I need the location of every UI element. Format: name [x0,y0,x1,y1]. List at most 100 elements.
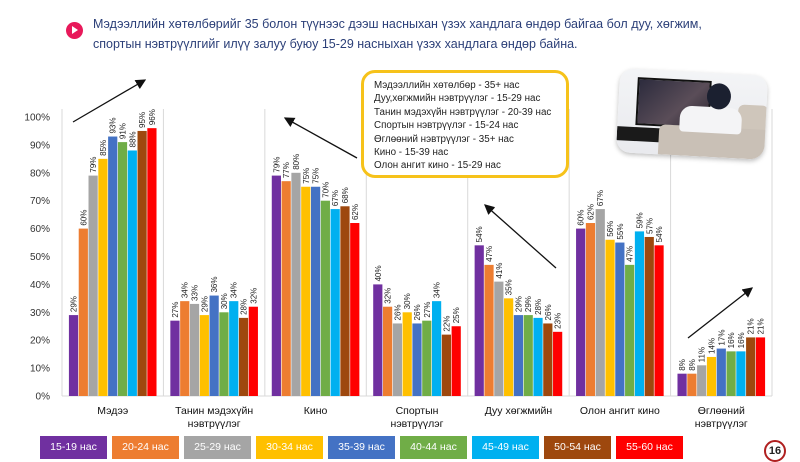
bar [320,200,330,396]
bar [199,315,209,396]
bar [189,303,200,396]
annotation-line: Танин мэдэхүйн нэвтрүүлэг - 20-39 нас [374,106,552,118]
data-label: 85% [99,140,108,156]
data-label: 28% [534,299,543,315]
data-label: 34% [181,282,190,298]
data-label: 29% [524,296,533,312]
category-label: нэвтрүүлэг [695,418,748,430]
bar [373,284,383,396]
bar [484,264,494,396]
header-line-2: спортын нэвтрүүлгийг илүү залуу буюу 15-… [93,37,578,51]
bar [576,228,586,396]
bar [170,320,180,396]
data-label: 11% [698,347,707,362]
legend-item: 35-39 нас [328,436,395,459]
data-label: 29% [200,296,209,312]
category-label: Дуу хөгжмийн [485,405,553,417]
header-text: Мэдээллийн хөтөлбөрийг 35 болон түүнээс … [93,14,793,54]
bar [504,298,514,396]
data-label: 96% [148,109,157,125]
data-label: 23% [554,313,563,329]
bar [137,130,147,396]
page-number: 16 [764,440,786,462]
data-label: 93% [109,118,118,134]
data-label: 34% [230,282,239,298]
bar [432,301,442,396]
data-label: 75% [312,168,321,184]
bar [422,320,432,396]
data-label: 91% [119,123,128,139]
data-label: 35% [505,279,514,295]
bar [180,301,190,396]
data-label: 57% [645,218,654,234]
data-label: 25% [452,307,461,323]
y-tick-label: 40% [30,280,50,291]
trend-arrow-icon [687,287,754,339]
bar [654,245,664,396]
bar [340,206,350,396]
bar [88,175,98,396]
bar [330,209,340,396]
bar [350,223,360,396]
data-label: 26% [393,304,402,320]
bar [553,331,563,396]
data-label: 16% [727,332,736,348]
data-label: 95% [138,112,147,128]
legend-item: 30-34 нас [256,436,323,459]
bar [615,242,625,396]
data-label: 8% [688,359,697,371]
bar [755,337,766,396]
bar [533,317,543,396]
data-label: 36% [210,277,219,293]
data-label: 67% [331,190,340,206]
bar [281,181,291,396]
data-label: 21% [756,318,765,334]
data-label: 30% [220,293,229,309]
data-label: 30% [403,293,412,309]
data-label: 32% [384,288,393,304]
bar [595,209,605,396]
y-tick-label: 10% [30,364,50,375]
data-label: 29% [70,296,79,312]
legend-item: 15-19 нас [40,436,107,459]
bar [68,315,79,396]
legend-item: 55-60 нас [616,436,683,459]
data-label: 33% [191,285,200,301]
y-tick-label: 70% [30,196,50,207]
bar [716,348,726,396]
bar [585,223,596,396]
data-label: 47% [485,246,494,262]
bar [238,317,249,396]
data-label: 62% [351,204,360,220]
data-label: 80% [292,154,301,170]
annotation-line: Дуу,хөгжмийн нэвтрүүлэг - 15-29 нас [374,93,541,105]
data-label: 17% [717,330,726,346]
data-label: 8% [678,359,687,371]
bar [271,175,281,396]
data-label: 41% [495,263,504,279]
annotation-line: Мэдээллийн хөтөлбөр - 35+ нас [374,80,520,91]
bar [451,326,461,396]
bar [644,236,654,396]
play-bullet-icon [66,22,83,39]
data-label: 16% [737,332,746,348]
bar [736,351,746,396]
bar [98,158,108,396]
category-label: Олон ангит кино [580,405,660,417]
bar [78,228,88,396]
category-label: нэвтрүүлэг [391,418,444,430]
data-label: 14% [707,338,716,354]
person-head-shape [706,82,732,110]
bar [706,356,717,396]
data-label: 29% [514,296,523,312]
data-label: 59% [635,212,644,228]
data-label: 21% [747,318,756,334]
category-label: Мэдээ [97,405,128,417]
y-tick-label: 60% [30,224,50,235]
data-label: 26% [413,304,422,320]
bar [310,186,321,396]
data-label: 27% [423,302,432,318]
y-tick-label: 30% [30,308,50,319]
data-label: 47% [626,246,635,262]
